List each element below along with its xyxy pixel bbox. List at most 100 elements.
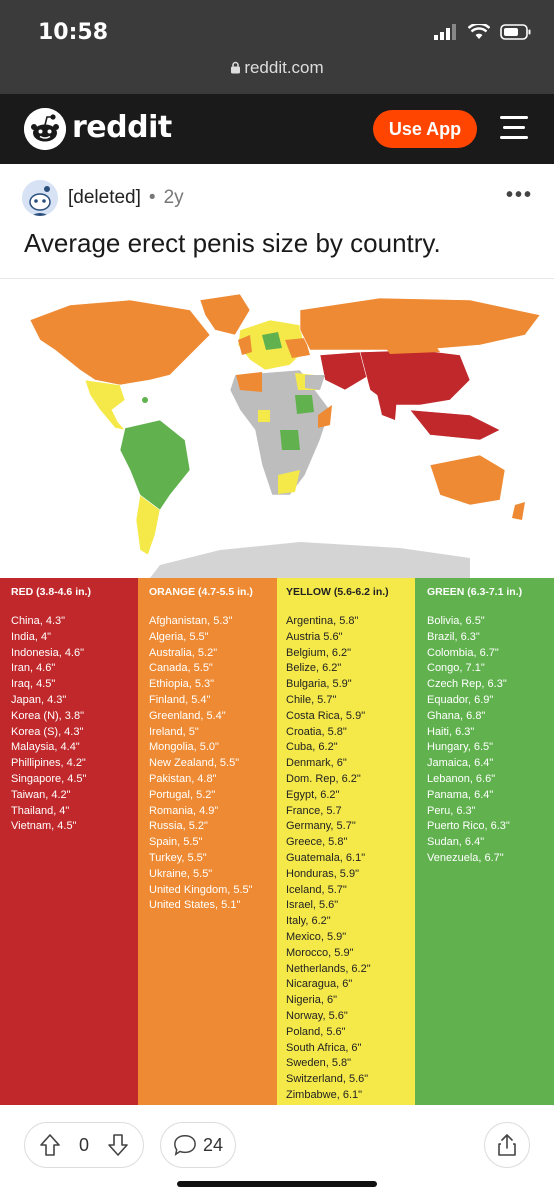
legend-item: Zimbabwe, 6.1" (286, 1088, 363, 1101)
legend-item: Denmark, 6" (286, 757, 347, 770)
legend-item: Nigeria, 6" (286, 994, 337, 1007)
signal-icon (434, 24, 456, 40)
world-map-image[interactable] (0, 280, 554, 578)
post-meta: [deleted] • 2y (22, 178, 184, 218)
legend-item: Finland, 5.4" (149, 693, 211, 706)
url-bar[interactable]: reddit.com (0, 58, 554, 78)
legend-column-orange: ORANGE (4.7-5.5 in.) Afghanistan, 5.3" Al… (138, 578, 277, 1105)
legend-item: Netherlands, 6.2" (286, 962, 371, 975)
legend-item: Canada, 5.5" (149, 662, 213, 675)
hamburger-menu-icon[interactable] (500, 116, 528, 142)
status-bar: 10:58 reddit.com (0, 0, 554, 94)
legend-list-yellow: Argentina, 5.8" Austria 5.6" Belgium, 6.2"… (286, 614, 415, 1104)
legend-item: United Kingdom, 5.5" (149, 883, 253, 896)
legend-item: Hungary, 6.5" (427, 741, 494, 754)
status-time: 10:58 (38, 20, 109, 45)
legend-item: Costa Rica, 5.9" (286, 709, 366, 722)
legend-item: Czech Rep, 6.3" (427, 678, 507, 691)
legend-item: Austria 5.6" (286, 630, 343, 643)
size-legend-table: RED (3.8-4.6 in.) China, 4.3" India, 4" In… (0, 578, 554, 1105)
brand-wordmark[interactable]: reddit (72, 110, 172, 145)
legend-item: Croatia, 5.8" (286, 725, 347, 738)
legend-item: Dom. Rep, 6.2" (286, 772, 361, 785)
legend-item: Haiti, 6.3" (427, 725, 475, 738)
avatar-snoo-icon (22, 180, 58, 216)
legend-item: Mexico, 5.9" (286, 930, 347, 943)
vote-count: 0 (78, 1134, 89, 1155)
legend-item: Nicaragua, 6" (286, 978, 353, 991)
comments-button[interactable]: 24 (160, 1122, 236, 1168)
url-text: reddit.com (244, 58, 324, 77)
downvote-icon[interactable] (107, 1133, 129, 1157)
legend-item: Belgium, 6.2" (286, 646, 352, 659)
legend-item: China, 4.3" (11, 615, 66, 627)
legend-item: Iraq, 4.5" (11, 678, 56, 691)
legend-item: Indonesia, 4.6" (11, 646, 85, 659)
legend-item: Bolivia, 6.5" (427, 615, 485, 627)
legend-header-red: RED (3.8-4.6 in.) (11, 586, 91, 598)
legend-item: Congo, 7.1" (427, 662, 485, 675)
legend-item: Turkey, 5.5" (149, 851, 207, 864)
legend-column-yellow: YELLOW (5.6-6.2 in.) Argentina, 5.8" Aust… (277, 578, 415, 1105)
legend-item: Colombia, 6.7" (427, 646, 499, 659)
legend-item: Jamaica, 6.4" (427, 757, 494, 770)
legend-item: Poland, 5.6" (286, 1025, 346, 1038)
legend-item: Panama, 6.4" (427, 788, 494, 801)
legend-item: France, 5.7 (286, 804, 342, 817)
legend-item: Argentina, 5.8" (286, 615, 359, 627)
legend-column-red: RED (3.8-4.6 in.) China, 4.3" India, 4" In… (0, 578, 138, 1105)
share-icon (498, 1134, 516, 1156)
comment-icon (174, 1135, 196, 1156)
legend-item: India, 4" (11, 630, 51, 643)
legend-item: Guatemala, 6.1" (286, 851, 366, 864)
legend-header-orange: ORANGE (4.7-5.5 in.) (149, 586, 253, 598)
legend-item: Japan, 4.3" (11, 693, 67, 706)
legend-item: Norway, 5.6" (286, 1009, 348, 1022)
post-title[interactable]: Average erect penis size by country. (24, 228, 441, 258)
legend-item: Lebanon, 6.6" (427, 772, 496, 785)
legend-item: Ukraine, 5.5" (149, 867, 213, 880)
legend-item: Ireland, 5" (149, 725, 199, 738)
legend-item: Cuba, 6.2" (286, 741, 338, 754)
more-icon[interactable]: ••• (506, 184, 534, 206)
legend-list-green: Bolivia, 6.5" Brazil, 6.3" Colombia, 6.7" C… (427, 614, 554, 867)
legend-item: Germany, 5.7" (286, 820, 356, 833)
legend-item: Pakistan, 4.8" (149, 772, 217, 785)
legend-item: Equador, 6.9" (427, 693, 494, 706)
upvote-icon[interactable] (39, 1133, 61, 1157)
world-map (29, 293, 541, 578)
legend-item: Belize, 6.2" (286, 662, 342, 675)
legend-item: Peru, 6.3" (427, 804, 476, 817)
use-app-button[interactable]: Use App (373, 110, 477, 148)
vote-control: 0 (24, 1122, 144, 1168)
legend-item: Sweden, 5.8" (286, 1057, 352, 1070)
legend-item: Afghanistan, 5.3" (149, 615, 233, 627)
legend-item: Egypt, 6.2" (286, 788, 340, 801)
legend-item: Italy, 6.2" (286, 915, 331, 928)
legend-item: Ethiopia, 5.3" (149, 678, 215, 691)
legend-item: Russia, 5.2" (149, 820, 208, 833)
reddit-snoo-icon (24, 108, 66, 150)
legend-item: New Zealand, 5.5" (149, 757, 240, 770)
legend-item: Algeria, 5.5" (149, 630, 209, 643)
legend-item: Israel, 5.6" (286, 899, 339, 912)
legend-header-yellow: YELLOW (5.6-6.2 in.) (286, 586, 389, 598)
legend-item: Iran, 4.6" (11, 662, 56, 675)
comment-count: 24 (202, 1134, 223, 1155)
home-indicator[interactable] (177, 1181, 377, 1187)
avatar[interactable] (22, 180, 58, 216)
share-button[interactable] (484, 1122, 530, 1168)
legend-item: Romania, 4.9" (149, 804, 219, 817)
legend-item: Portugal, 5.2" (149, 788, 216, 801)
legend-item: Iceland, 5.7" (286, 883, 347, 896)
legend-item: South Africa, 6" (286, 1041, 362, 1054)
status-icons (434, 24, 532, 40)
post-author[interactable]: [deleted] (68, 187, 141, 208)
legend-item: Ghana, 6.8" (427, 709, 486, 722)
legend-item: Korea (S), 4.3" (11, 725, 84, 738)
legend-header-green: GREEN (6.3-7.1 in.) (427, 586, 523, 598)
legend-item: Venezuela, 6.7" (427, 851, 504, 864)
divider (0, 278, 554, 279)
reddit-logo[interactable] (24, 108, 66, 150)
wifi-icon (468, 24, 490, 39)
